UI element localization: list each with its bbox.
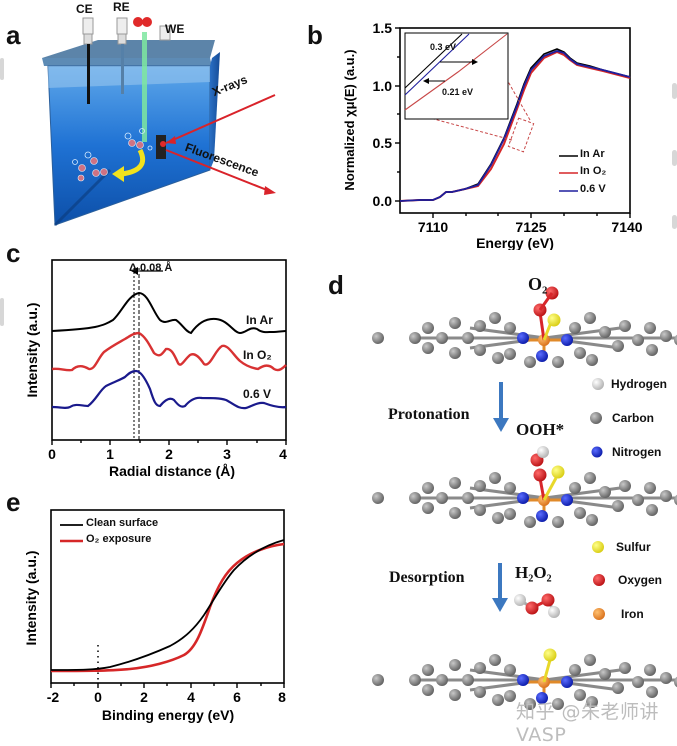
edge-artifact <box>672 83 677 99</box>
legend-o2-exposure: O₂ exposure <box>86 533 152 545</box>
step-label-desorption: Desorption <box>389 569 465 586</box>
svg-text:6: 6 <box>233 689 241 705</box>
edge-artifact <box>0 58 4 80</box>
edge-artifact <box>672 150 677 166</box>
panel-letter-e: e <box>6 487 21 517</box>
legend-clean-surface: Clean surface <box>86 517 159 529</box>
panel-d-mechanism-diagram: O₂ Protonation OOH* Desorption H₂O₂ Hydr… <box>320 260 677 734</box>
legend-iron: Iron <box>621 607 644 621</box>
label-we: WE <box>165 22 185 36</box>
inset-shift-label-1: 0.3 eV <box>430 42 457 52</box>
legend-sulfur: Sulfur <box>616 540 651 554</box>
legend-0-6v: 0.6 V <box>580 183 606 195</box>
svg-text:0: 0 <box>48 446 56 462</box>
svg-text:Energy (eV): Energy (eV) <box>476 235 554 250</box>
panel-b-xanes-chart: 1.5 1.0 0.5 0.0 7110 7125 7140 Energy (eV) No… <box>330 0 650 251</box>
panel-letter-b: b <box>307 20 323 50</box>
panel-a-cell-illustration: CE RE WE X-rays Fluorescence <box>0 0 300 240</box>
curve-label-0-6v: 0.6 V <box>243 387 272 401</box>
label-re: RE <box>113 0 130 14</box>
edge-artifact <box>672 215 677 229</box>
svg-text:Binding energy (eV): Binding energy (eV) <box>102 707 234 723</box>
curve-label-in-ar: In Ar <box>246 313 273 327</box>
state-label-o2: O₂ <box>528 274 548 294</box>
svg-text:-2: -2 <box>47 689 60 705</box>
edge-artifact <box>0 298 4 326</box>
panel-letter-c: c <box>6 238 21 268</box>
svg-text:4: 4 <box>187 689 195 705</box>
svg-text:4: 4 <box>279 446 287 462</box>
svg-text:Normalized χμ(E) (a.u.): Normalized χμ(E) (a.u.) <box>342 49 357 190</box>
legend-nitrogen: Nitrogen <box>612 445 662 459</box>
legend-in-o2: In O₂ <box>580 165 607 177</box>
svg-text:0: 0 <box>94 689 102 705</box>
svg-text:1.5: 1.5 <box>373 20 393 36</box>
curve-label-in-o2: In O₂ <box>243 348 272 362</box>
inset-shift-label-2: 0.21 eV <box>442 87 474 97</box>
state-label-ooh: OOH* <box>516 420 565 439</box>
legend-carbon: Carbon <box>612 411 654 425</box>
svg-text:3: 3 <box>223 446 231 462</box>
watermark-text: 知乎 @朱老师讲VASP <box>516 701 660 746</box>
legend-oxygen: Oxygen <box>618 573 663 587</box>
product-label-h2o2: H₂O₂ <box>515 563 552 582</box>
panel-letter-d: d <box>328 270 344 300</box>
label-ce: CE <box>76 2 93 16</box>
svg-text:8: 8 <box>278 689 286 705</box>
panel-e-valence-band-chart: -2 0 2 4 6 8 Binding energy (eV) Intensity (a… <box>0 480 300 734</box>
step-label-protonation: Protonation <box>388 406 470 423</box>
svg-text:0.0: 0.0 <box>373 193 393 209</box>
panel-c-exafs-chart: 0 1 2 3 4 Radial distance (Å) Intensity (a.u… <box>0 240 300 480</box>
svg-text:0.5: 0.5 <box>373 135 393 151</box>
svg-text:Intensity (a.u.): Intensity (a.u.) <box>24 303 40 398</box>
svg-text:Intensity (a.u.): Intensity (a.u.) <box>23 551 39 646</box>
legend-hydrogen: Hydrogen <box>611 377 668 391</box>
legend-in-ar: In Ar <box>580 148 605 160</box>
svg-text:2: 2 <box>140 689 148 705</box>
delta-annotation: Δ 0.08 Å <box>129 262 173 274</box>
svg-text:1.0: 1.0 <box>373 78 393 94</box>
svg-text:7110: 7110 <box>418 219 449 235</box>
svg-text:7125: 7125 <box>515 219 546 235</box>
panel-letter-a: a <box>6 20 21 50</box>
svg-text:2: 2 <box>165 446 173 462</box>
svg-text:1: 1 <box>106 446 114 462</box>
svg-text:Radial distance (Å): Radial distance (Å) <box>109 463 235 479</box>
svg-text:7140: 7140 <box>611 219 642 235</box>
